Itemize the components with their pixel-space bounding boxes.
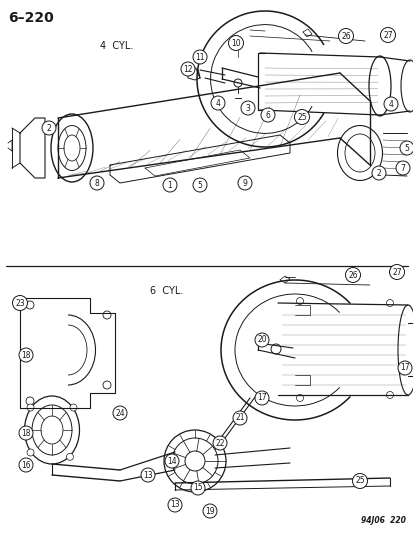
Text: 2: 2 <box>376 168 380 177</box>
Circle shape <box>386 392 392 399</box>
Circle shape <box>389 264 404 279</box>
Circle shape <box>168 498 182 512</box>
Text: 25: 25 <box>354 477 364 486</box>
Text: 4: 4 <box>388 100 392 109</box>
Text: 1: 1 <box>167 181 172 190</box>
Text: 7: 7 <box>400 164 404 173</box>
Circle shape <box>386 300 392 306</box>
Circle shape <box>240 101 254 115</box>
Circle shape <box>233 411 247 425</box>
Text: 14: 14 <box>167 456 176 465</box>
Text: 25: 25 <box>297 112 306 122</box>
Circle shape <box>383 97 397 111</box>
Circle shape <box>296 297 303 304</box>
Text: 23: 23 <box>15 298 25 308</box>
Circle shape <box>254 333 268 347</box>
Text: 9: 9 <box>242 179 247 188</box>
Text: 17: 17 <box>399 364 409 373</box>
Text: 26: 26 <box>347 271 357 279</box>
Circle shape <box>202 504 216 518</box>
Text: 5: 5 <box>197 181 202 190</box>
Text: 21: 21 <box>235 414 244 423</box>
Text: 6–220: 6–220 <box>8 11 54 25</box>
Circle shape <box>165 454 178 468</box>
Circle shape <box>296 394 303 401</box>
Text: 20: 20 <box>256 335 266 344</box>
Circle shape <box>163 178 177 192</box>
Text: 27: 27 <box>391 268 401 277</box>
Circle shape <box>228 36 243 51</box>
Circle shape <box>190 481 204 495</box>
Circle shape <box>399 141 413 155</box>
Text: 16: 16 <box>21 461 31 470</box>
Circle shape <box>211 96 224 110</box>
Circle shape <box>254 391 268 405</box>
Text: 8: 8 <box>95 179 99 188</box>
Text: 13: 13 <box>143 471 152 480</box>
Text: 15: 15 <box>193 483 202 492</box>
Circle shape <box>260 108 274 122</box>
Circle shape <box>212 436 226 450</box>
Circle shape <box>19 426 33 440</box>
Circle shape <box>371 166 385 180</box>
Circle shape <box>294 109 309 125</box>
Circle shape <box>66 453 74 461</box>
Circle shape <box>192 50 206 64</box>
Text: 18: 18 <box>21 429 31 438</box>
Circle shape <box>233 79 242 87</box>
Circle shape <box>27 449 34 456</box>
Text: 11: 11 <box>195 52 204 61</box>
Text: 94J06  220: 94J06 220 <box>360 516 405 525</box>
Circle shape <box>351 473 367 489</box>
Circle shape <box>395 161 409 175</box>
Text: 17: 17 <box>256 393 266 402</box>
Circle shape <box>141 468 154 482</box>
Circle shape <box>70 404 77 411</box>
Circle shape <box>271 344 280 354</box>
Circle shape <box>397 361 411 375</box>
Text: 6: 6 <box>265 110 270 119</box>
Circle shape <box>12 295 27 311</box>
Text: 12: 12 <box>183 64 192 74</box>
Text: 3: 3 <box>245 103 250 112</box>
Text: 26: 26 <box>340 31 350 41</box>
Circle shape <box>192 178 206 192</box>
Text: 2: 2 <box>47 124 51 133</box>
Text: 13: 13 <box>170 500 179 510</box>
Circle shape <box>380 28 394 43</box>
Text: 18: 18 <box>21 351 31 359</box>
Circle shape <box>90 176 104 190</box>
Text: 5: 5 <box>404 143 408 152</box>
Text: 4: 4 <box>215 99 220 108</box>
Circle shape <box>338 28 353 44</box>
Circle shape <box>19 348 33 362</box>
Text: 24: 24 <box>115 408 124 417</box>
Circle shape <box>42 121 56 135</box>
Text: 22: 22 <box>215 439 224 448</box>
Text: 19: 19 <box>205 506 214 515</box>
Text: 4  CYL.: 4 CYL. <box>100 41 133 51</box>
Circle shape <box>237 176 252 190</box>
Text: 27: 27 <box>382 30 392 39</box>
Circle shape <box>19 458 33 472</box>
Circle shape <box>113 406 127 420</box>
Text: 10: 10 <box>230 38 240 47</box>
Circle shape <box>27 404 34 411</box>
Text: 6  CYL.: 6 CYL. <box>150 286 183 296</box>
Circle shape <box>345 268 360 282</box>
Circle shape <box>180 62 195 76</box>
